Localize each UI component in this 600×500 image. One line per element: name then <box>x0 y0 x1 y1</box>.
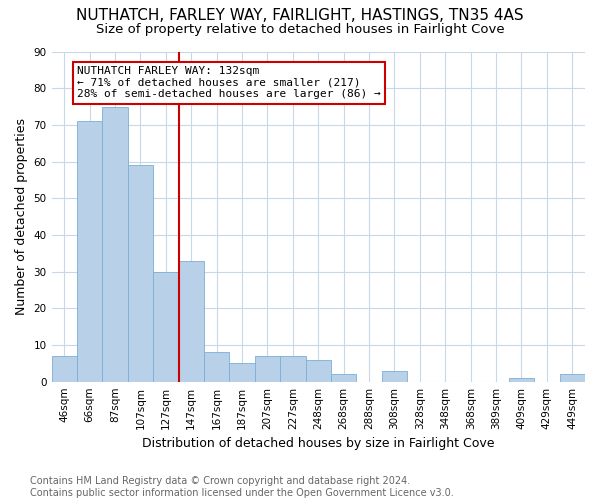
Bar <box>331 374 356 382</box>
Y-axis label: Number of detached properties: Number of detached properties <box>15 118 28 315</box>
Bar <box>179 260 204 382</box>
Text: Size of property relative to detached houses in Fairlight Cove: Size of property relative to detached ho… <box>95 22 505 36</box>
Bar <box>305 360 331 382</box>
Text: NUTHATCH, FARLEY WAY, FAIRLIGHT, HASTINGS, TN35 4AS: NUTHATCH, FARLEY WAY, FAIRLIGHT, HASTING… <box>76 8 524 22</box>
Bar <box>153 272 179 382</box>
Bar <box>204 352 229 382</box>
Bar <box>255 356 280 382</box>
Bar <box>382 370 407 382</box>
Bar <box>52 356 77 382</box>
Bar <box>560 374 585 382</box>
X-axis label: Distribution of detached houses by size in Fairlight Cove: Distribution of detached houses by size … <box>142 437 494 450</box>
Bar <box>77 121 103 382</box>
Bar <box>280 356 305 382</box>
Text: Contains HM Land Registry data © Crown copyright and database right 2024.
Contai: Contains HM Land Registry data © Crown c… <box>30 476 454 498</box>
Bar <box>509 378 534 382</box>
Text: NUTHATCH FARLEY WAY: 132sqm
← 71% of detached houses are smaller (217)
28% of se: NUTHATCH FARLEY WAY: 132sqm ← 71% of det… <box>77 66 380 100</box>
Bar <box>103 106 128 382</box>
Bar <box>128 165 153 382</box>
Bar <box>229 364 255 382</box>
